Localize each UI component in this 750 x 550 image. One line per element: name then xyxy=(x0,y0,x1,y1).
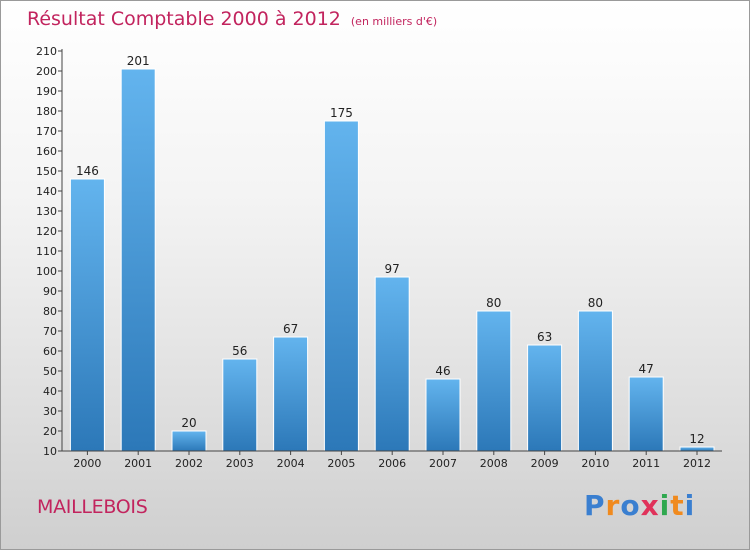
y-tick-label-60: 60 xyxy=(43,345,57,358)
value-label-2000: 146 xyxy=(76,164,99,178)
x-tick-label-2000: 2000 xyxy=(73,457,101,470)
y-tick-label-100: 100 xyxy=(36,265,57,278)
bar-2012 xyxy=(679,446,715,452)
y-tick-label-110: 110 xyxy=(36,245,57,258)
y-tick-label-70: 70 xyxy=(43,325,57,338)
y-tick-label-120: 120 xyxy=(36,225,57,238)
value-label-2008: 80 xyxy=(486,296,501,310)
logo-letter-1: r xyxy=(605,489,621,522)
logo-letter-2: o xyxy=(620,489,641,522)
value-label-2011: 47 xyxy=(639,362,654,376)
value-label-2004: 67 xyxy=(283,322,298,336)
x-tick-label-2005: 2005 xyxy=(327,457,355,470)
logo-letter-3: x xyxy=(640,489,660,522)
chart-title: Résultat Comptable 2000 à 2012 (en millie… xyxy=(27,8,437,30)
x-tick-label-2008: 2008 xyxy=(480,457,508,470)
x-tick-label-2010: 2010 xyxy=(581,457,609,470)
x-tick-label-2001: 2001 xyxy=(124,457,152,470)
x-tick-label-2002: 2002 xyxy=(175,457,203,470)
bar-2003 xyxy=(222,358,258,452)
value-label-2012: 12 xyxy=(689,432,704,446)
x-tick-label-2012: 2012 xyxy=(683,457,711,470)
bar-2011 xyxy=(628,376,664,452)
bar-2002 xyxy=(171,430,207,452)
value-label-2005: 175 xyxy=(330,106,353,120)
bar-2010 xyxy=(577,310,613,452)
y-tick-label-130: 130 xyxy=(36,205,57,218)
y-tick-label-160: 160 xyxy=(36,145,57,158)
bar-2008 xyxy=(476,310,512,452)
y-tick-label-150: 150 xyxy=(36,165,57,178)
y-tick-label-140: 140 xyxy=(36,185,57,198)
bar-2004 xyxy=(273,336,309,452)
x-tick-label-2009: 2009 xyxy=(531,457,559,470)
logo-letter-0: P xyxy=(584,489,606,522)
x-tick-label-2003: 2003 xyxy=(226,457,254,470)
x-tick-label-2006: 2006 xyxy=(378,457,406,470)
value-label-2006: 97 xyxy=(385,262,400,276)
axes-group: 10 20 30 40 50 60 70 80 90 100 110 120 130 140 150 160 1… xyxy=(36,45,722,470)
y-tick-label-200: 200 xyxy=(36,65,57,78)
bar-2005 xyxy=(323,120,359,452)
bar-2001 xyxy=(120,68,156,452)
proxiti-logo: Proxiti xyxy=(584,489,695,522)
y-tick-label-50: 50 xyxy=(43,365,57,378)
value-label-2010: 80 xyxy=(588,296,603,310)
y-tick-label-90: 90 xyxy=(43,285,57,298)
bars-group: 146 201 20 56 67 175 97 46 80 63 80 47 12 xyxy=(69,54,715,452)
bar-2000 xyxy=(69,178,105,452)
value-label-2002: 20 xyxy=(181,416,196,430)
bar-2006 xyxy=(374,276,410,452)
logo-letter-4: i xyxy=(659,489,671,522)
bar-2007 xyxy=(425,378,461,452)
y-tick-label-10: 10 xyxy=(43,445,57,458)
y-tick-label-40: 40 xyxy=(43,385,57,398)
y-tick-label-170: 170 xyxy=(36,125,57,138)
title-text: Résultat Comptable 2000 à 2012 xyxy=(27,8,341,30)
value-label-2001: 201 xyxy=(127,54,150,68)
y-tick-label-190: 190 xyxy=(36,85,57,98)
value-label-2009: 63 xyxy=(537,330,552,344)
value-label-2003: 56 xyxy=(232,344,247,358)
x-tick-label-2007: 2007 xyxy=(429,457,457,470)
x-tick-label-2011: 2011 xyxy=(632,457,660,470)
y-tick-label-180: 180 xyxy=(36,105,57,118)
bar-2009 xyxy=(527,344,563,452)
y-tick-label-30: 30 xyxy=(43,405,57,418)
value-label-2007: 46 xyxy=(435,364,450,378)
y-tick-label-210: 210 xyxy=(36,45,57,58)
y-tick-label-80: 80 xyxy=(43,305,57,318)
logo-letter-5: t xyxy=(670,489,685,522)
unit-label: (en milliers d'€) xyxy=(350,15,438,28)
x-tick-label-2004: 2004 xyxy=(277,457,305,470)
commune-name: MAILLEBOIS xyxy=(37,496,148,518)
logo-letter-6: i xyxy=(684,489,696,522)
y-tick-label-20: 20 xyxy=(43,425,57,438)
